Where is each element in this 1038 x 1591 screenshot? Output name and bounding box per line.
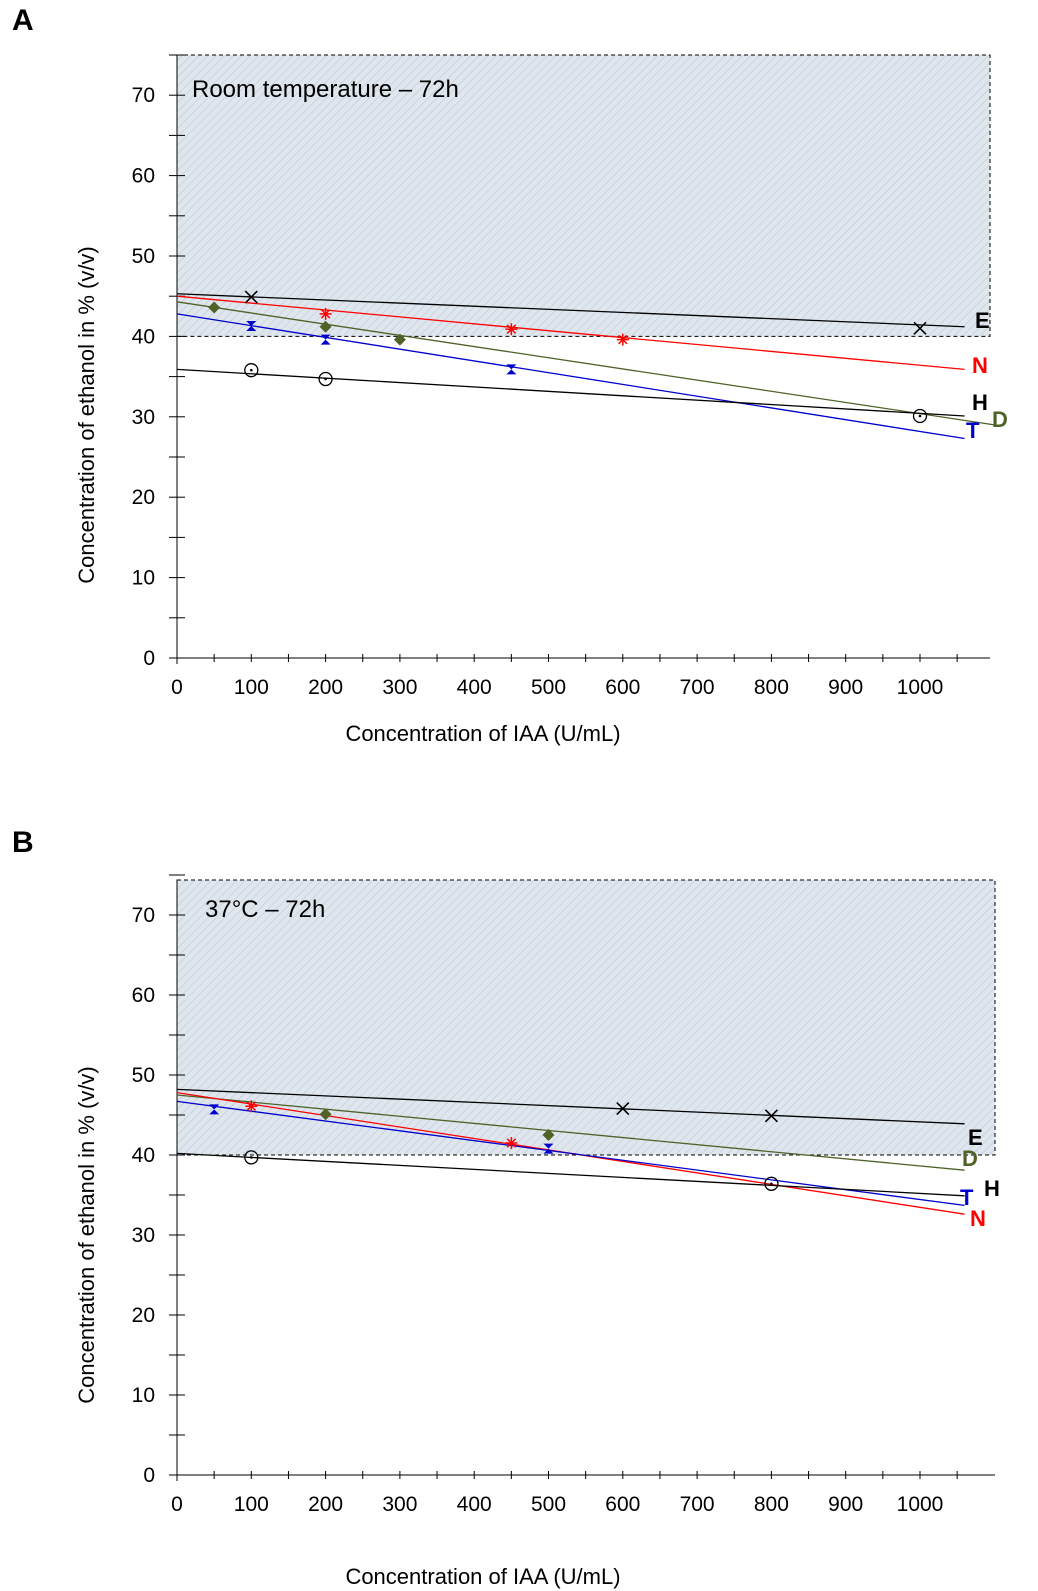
data-point-d: [542, 1129, 555, 1141]
x-tick-label: 700: [680, 1493, 715, 1516]
trend-line-d: [176, 301, 995, 426]
data-point-e: [616, 1102, 630, 1116]
y-tick-label: 60: [132, 984, 155, 1007]
y-tick-label: 30: [132, 1224, 155, 1247]
shaded-region: [176, 879, 996, 1156]
data-point-h: [764, 1176, 779, 1191]
x-tick-label: 1000: [897, 676, 944, 699]
series-label-e: E: [975, 308, 990, 333]
y-tick-label: 40: [132, 1144, 155, 1167]
data-point-h: [912, 408, 928, 424]
data-point-n: [319, 307, 332, 320]
x-tick-label: 400: [457, 1493, 492, 1516]
data-point-e: [764, 1109, 778, 1123]
panel-letter-a: A: [12, 4, 34, 37]
y-tick-label: 20: [132, 1304, 155, 1327]
chart-title: Room temperature – 72h: [192, 76, 459, 103]
data-point-t: [320, 334, 331, 345]
x-tick-label: 400: [457, 676, 492, 699]
series-label-h: H: [972, 390, 988, 415]
data-point-n: [505, 1137, 518, 1149]
data-point-d: [319, 1108, 332, 1121]
trend-line-e: [176, 1088, 965, 1125]
chart-panel-b: 0 100 200 300 400 500 600 700 800 900 1000 0 10 20 30 4…: [74, 874, 1000, 1589]
x-tick-label: 0: [171, 676, 183, 699]
series-label-t: T: [960, 1185, 974, 1210]
x-tick-label: 700: [680, 676, 715, 699]
x-tick-label: 900: [828, 1493, 863, 1516]
data-point-n: [245, 1100, 258, 1113]
data-point-n: [505, 323, 518, 336]
x-tick-label: 300: [382, 676, 417, 699]
x-tick-label: 600: [605, 1493, 640, 1516]
trend-line-h: [176, 1152, 965, 1197]
x-tick-label: 100: [234, 1493, 269, 1516]
x-tick-label: 200: [308, 676, 343, 699]
y-tick-label: 0: [143, 647, 155, 670]
y-tick-label: 50: [132, 1064, 155, 1087]
series-label-d: D: [962, 1146, 978, 1171]
x-tick-label: 200: [308, 1493, 343, 1516]
series-label-e: E: [968, 1125, 983, 1150]
series-label-d: D: [992, 407, 1008, 432]
series-label-n: N: [970, 1206, 986, 1231]
x-tick-label: 900: [828, 676, 863, 699]
x-tick-label: 500: [531, 676, 566, 699]
y-tick-label: 70: [132, 84, 155, 107]
data-point-t: [543, 1143, 554, 1154]
trend-line-t: [176, 1100, 965, 1207]
chart-title: 37°C – 72h: [205, 896, 325, 923]
trend-line-d: [176, 1094, 965, 1171]
y-tick-label: 0: [143, 1464, 155, 1487]
trend-line-n: [176, 295, 965, 371]
data-point-h: [318, 371, 333, 387]
series-label-n: N: [972, 353, 988, 378]
data-point-d: [393, 333, 406, 346]
y-tick-label: 10: [132, 567, 155, 590]
x-tick-label: 1000: [897, 1493, 944, 1516]
series-label-t: T: [966, 418, 980, 443]
data-point-t: [506, 364, 517, 375]
x-tick-label: 300: [382, 1493, 417, 1516]
y-axis-label: Concentration of ethanol in % (v/v): [74, 1066, 99, 1404]
y-tick-label: 30: [132, 406, 155, 429]
y-tick-label: 40: [132, 325, 155, 348]
x-tick-label: 800: [754, 676, 789, 699]
x-tick-label: 0: [171, 1493, 183, 1516]
trend-line-h: [176, 368, 965, 417]
data-point-d: [319, 320, 332, 333]
data-point-h: [244, 363, 259, 378]
chart-panel-a: 0 100 200 300 400 500 600 700 800 900 1000 0 10 20 30 4…: [74, 54, 1008, 746]
data-point-h: [244, 1150, 259, 1165]
data-point-t: [246, 320, 257, 331]
data-point-e: [913, 321, 927, 335]
y-tick-label: 50: [132, 245, 155, 268]
y-tick-label: 70: [132, 904, 155, 927]
series-label-h: H: [984, 1176, 1000, 1201]
data-point-e: [244, 290, 258, 304]
y-tick-label: 20: [132, 486, 155, 509]
panel-letter-b: B: [12, 826, 34, 859]
x-tick-label: 100: [234, 676, 269, 699]
x-axis-label: Concentration of IAA (U/mL): [345, 1564, 620, 1589]
y-tick-label: 60: [132, 165, 155, 188]
x-tick-label: 600: [605, 676, 640, 699]
trend-line-t: [176, 313, 965, 440]
data-point-n: [616, 333, 629, 346]
trend-line-e: [176, 293, 965, 328]
data-point-d: [208, 301, 221, 314]
data-point-t: [209, 1104, 220, 1115]
shaded-region: [176, 54, 991, 337]
y-tick-label: 10: [132, 1384, 155, 1407]
y-axis-label: Concentration of ethanol in % (v/v): [74, 246, 99, 584]
x-tick-label: 800: [754, 1493, 789, 1516]
x-tick-label: 500: [531, 1493, 566, 1516]
x-axis-label: Concentration of IAA (U/mL): [345, 721, 620, 746]
